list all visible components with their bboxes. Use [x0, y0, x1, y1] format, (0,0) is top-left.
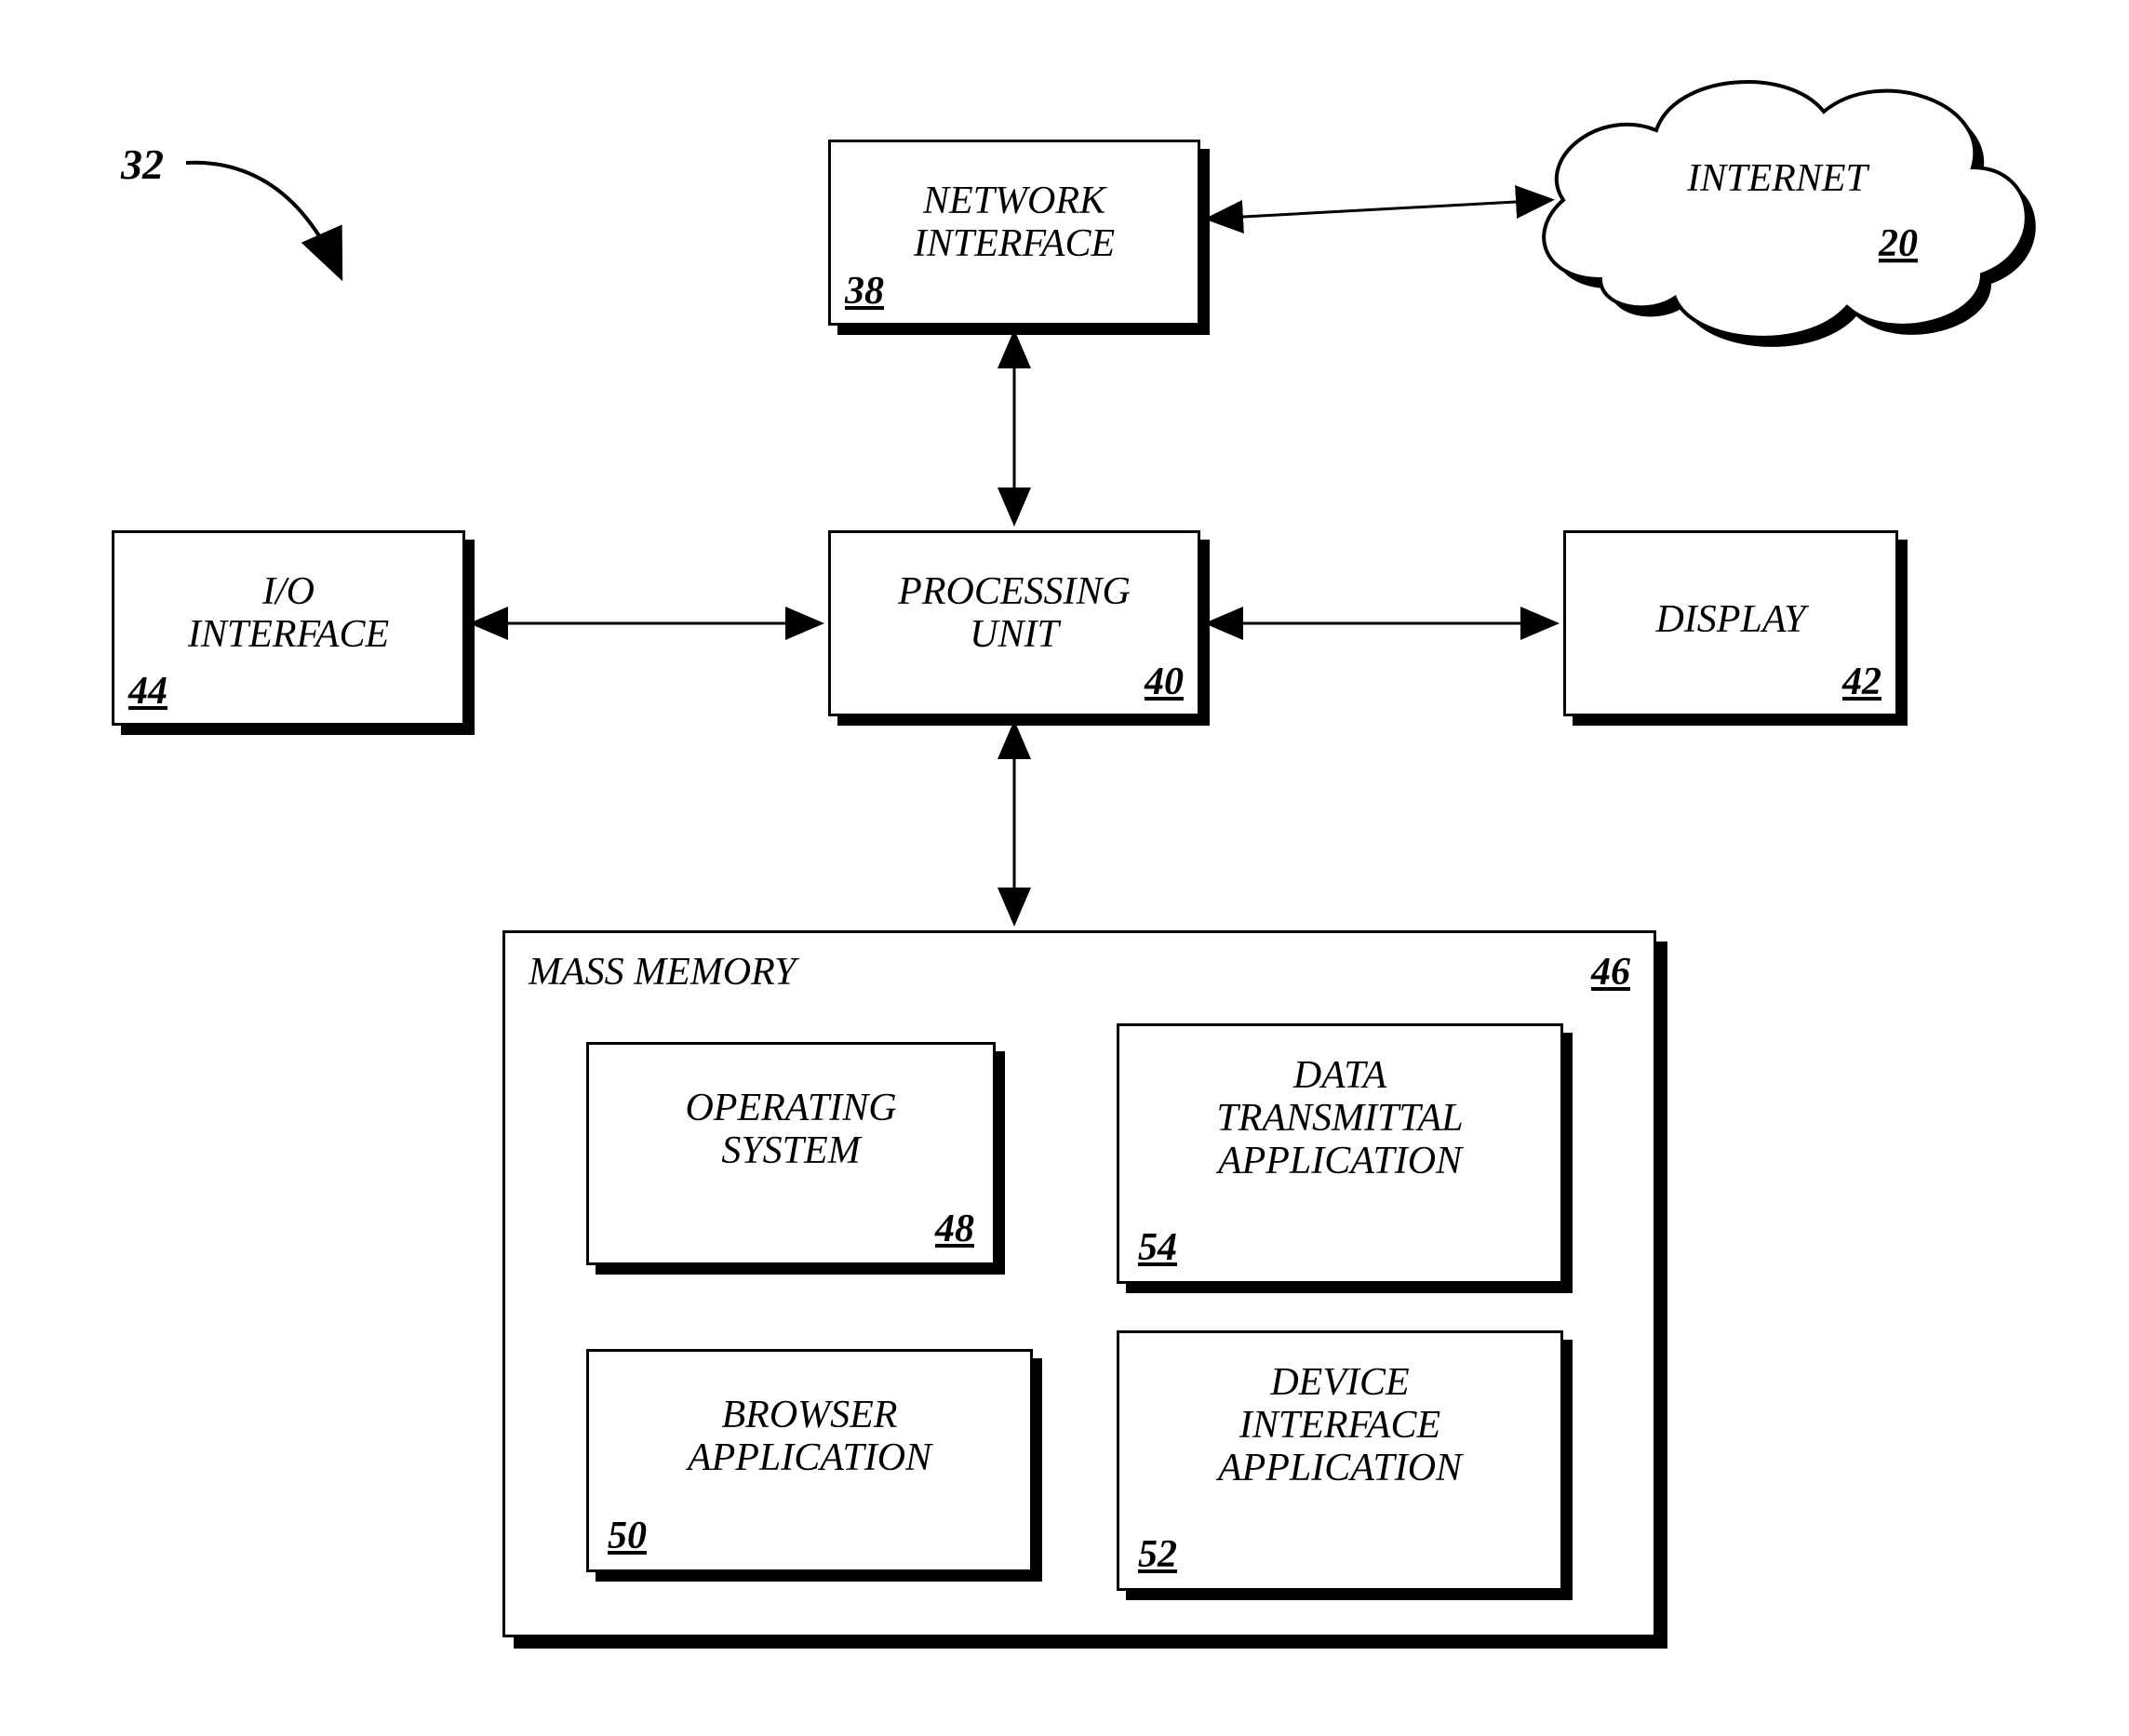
network-interface-label: NETWORK INTERFACE: [831, 180, 1198, 265]
io-interface-label: I/O INTERFACE: [114, 570, 462, 656]
processing-unit-box: PROCESSING UNIT 40: [828, 530, 1200, 716]
data-transmittal-ref: 54: [1138, 1225, 1177, 1270]
device-interface-app-label: DEVICE INTERFACE APPLICATION: [1119, 1361, 1560, 1490]
device-interface-app-box: DEVICE INTERFACE APPLICATION 52: [1117, 1330, 1563, 1591]
operating-system-ref: 48: [935, 1207, 974, 1251]
display-label: DISPLAY: [1566, 598, 1895, 641]
browser-app-box: BROWSER APPLICATION 50: [586, 1349, 1033, 1572]
internet-ref: 20: [1878, 222, 1918, 265]
mass-memory-ref: 46: [1591, 950, 1630, 995]
diagram-canvas: 32 NETWORK INTERFACE 38 I/O INTERFACE 44…: [0, 0, 2129, 1736]
edge-network-internet: [1210, 200, 1549, 219]
internet-cloud: INTERNET 20: [1544, 82, 2036, 347]
figure-pointer-arrow: [186, 163, 340, 274]
browser-app-label: BROWSER APPLICATION: [589, 1394, 1030, 1479]
io-interface-box: I/O INTERFACE 44: [112, 530, 465, 726]
browser-app-ref: 50: [608, 1514, 647, 1558]
device-interface-app-ref: 52: [1138, 1532, 1177, 1577]
display-box: DISPLAY 42: [1563, 530, 1898, 716]
io-interface-ref: 44: [128, 669, 167, 714]
data-transmittal-label: DATA TRANSMITTAL APPLICATION: [1119, 1054, 1560, 1183]
operating-system-label: OPERATING SYSTEM: [589, 1087, 993, 1172]
data-transmittal-box: DATA TRANSMITTAL APPLICATION 54: [1117, 1023, 1563, 1284]
processing-unit-label: PROCESSING UNIT: [831, 570, 1198, 656]
internet-label: INTERNET: [1686, 157, 1869, 200]
operating-system-box: OPERATING SYSTEM 48: [586, 1042, 996, 1265]
network-interface-box: NETWORK INTERFACE 38: [828, 140, 1200, 326]
network-interface-ref: 38: [845, 269, 884, 314]
processing-unit-ref: 40: [1145, 660, 1184, 704]
display-ref: 42: [1842, 660, 1881, 704]
mass-memory-label: MASS MEMORY: [529, 950, 796, 995]
figure-ref: 32: [121, 140, 164, 189]
